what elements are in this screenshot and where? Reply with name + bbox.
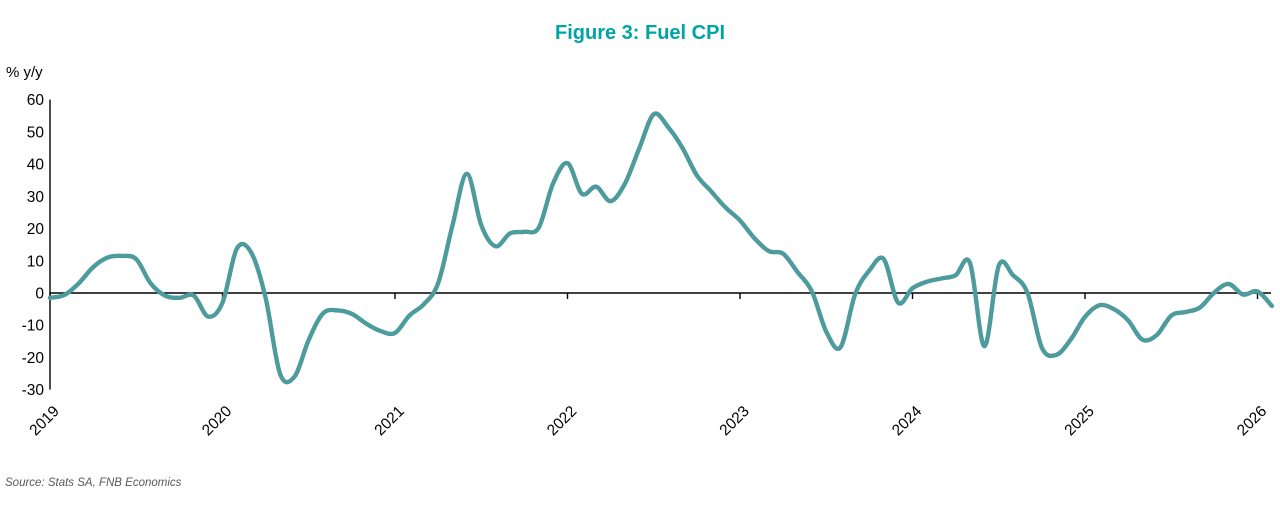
y-axis-tick-label: 10 xyxy=(27,253,45,270)
fuel-cpi-line-series xyxy=(47,111,1275,385)
y-axis-tick-label: 30 xyxy=(27,189,45,206)
x-axis-year-label: 2021 xyxy=(371,403,407,439)
y-axis-tick-label: 0 xyxy=(35,286,44,303)
y-axis-tick-label: 20 xyxy=(27,221,45,238)
source-note: Source: Stats SA, FNB Economics xyxy=(5,477,182,489)
chart-title: Figure 3: Fuel CPI xyxy=(554,22,726,44)
y-axis-tick-label: 60 xyxy=(27,92,45,109)
y-axis-unit-label: % y/y xyxy=(6,64,43,81)
x-axis-year-label: 2026 xyxy=(1234,403,1270,439)
y-axis-tick-label: -30 xyxy=(22,382,45,399)
y-axis-tick-label: -10 xyxy=(22,318,45,335)
x-axis-year-label: 2025 xyxy=(1061,403,1097,439)
x-axis-year-label: 2023 xyxy=(716,403,752,439)
x-axis-year-label: 2024 xyxy=(889,403,926,440)
y-axis-tick-label: -20 xyxy=(22,350,45,367)
x-axis-year-label: 2020 xyxy=(199,403,236,440)
y-axis-tick-label: 50 xyxy=(27,124,45,141)
x-axis-year-label: 2019 xyxy=(26,403,62,439)
x-axis-year-label: 2022 xyxy=(544,403,580,439)
y-axis-tick-label: 40 xyxy=(27,157,45,174)
